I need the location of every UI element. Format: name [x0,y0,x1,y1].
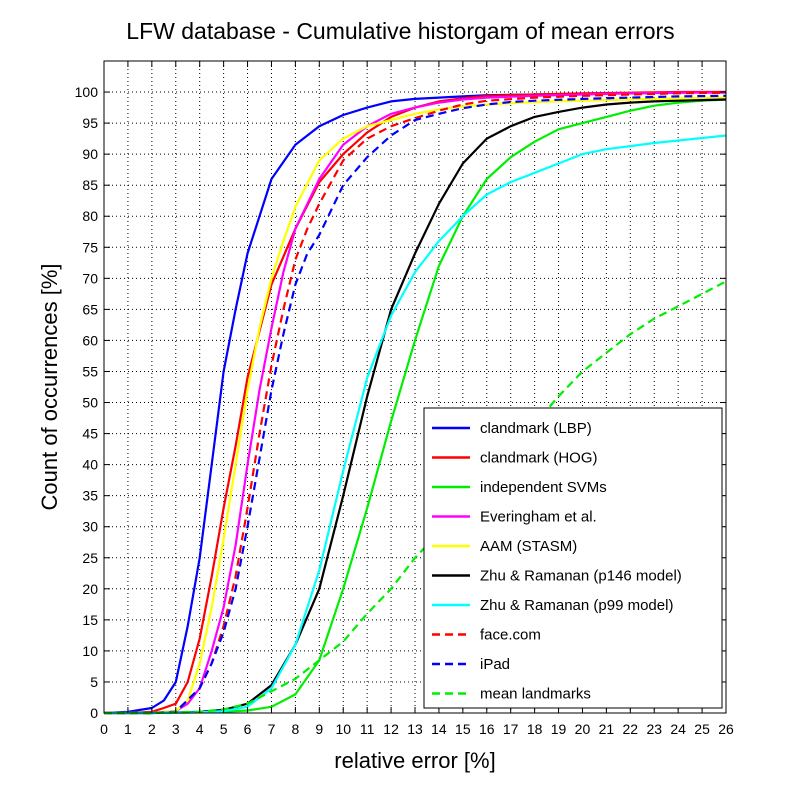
y-tick-label: 70 [82,270,98,286]
x-tick-label: 20 [575,721,591,737]
y-tick-label: 65 [82,301,98,317]
y-tick-label: 35 [82,488,98,504]
grid-layer [104,61,726,713]
legend-label-1: clandmark (HOG) [480,450,598,467]
x-tick-label: 0 [100,721,108,737]
legend-label-2: independent SVMs [480,479,607,496]
tick-layer: 0 1 2 3 4 5 6 7 8 9 10 11 12 13 14 15 16 17 18 19 20 21 22 23 24… [75,61,734,737]
legend-box [423,407,723,709]
x-tick-label: 23 [646,721,662,737]
y-tick-label: 55 [82,363,98,379]
series-line-8 [104,94,727,715]
x-tick-label: 17 [503,721,519,737]
y-tick-label: 10 [82,643,98,659]
x-axis-label: relative error [%] [334,748,495,773]
x-tick-label: 7 [268,721,276,737]
x-tick-label: 8 [291,721,299,737]
legend-label-5: Zhu & Ramanan (p146 model) [480,568,682,585]
y-tick-label: 50 [82,395,98,411]
legend-label-3: Everingham et al. [480,509,597,526]
y-tick-label: 85 [82,177,98,193]
y-tick-label: 25 [82,550,98,566]
y-tick-label: 40 [82,457,98,473]
legend-label-4: AAM (STASM) [480,538,577,555]
x-tick-label: 16 [479,721,495,737]
series-line-7 [104,91,727,715]
legend-label-6: Zhu & Ramanan (p99 model) [480,597,673,614]
x-tick-label: 9 [315,721,323,737]
x-tick-label: 14 [431,721,447,737]
x-tick-label: 4 [196,721,204,737]
y-tick-label: 5 [90,674,98,690]
x-tick-label: 24 [670,721,686,737]
x-tick-label: 15 [455,721,471,737]
y-tick-label: 95 [82,115,98,131]
y-tick-label: 20 [82,581,98,597]
x-tick-label: 5 [220,721,228,737]
x-tick-label: 21 [599,721,615,737]
y-tick-label: 0 [90,705,98,721]
series-line-4 [104,96,727,715]
x-tick-label: 26 [718,721,734,737]
x-tick-label: 12 [383,721,399,737]
x-tick-label: 25 [694,721,710,737]
y-tick-label: 30 [82,519,98,535]
y-tick-label: 75 [82,239,98,255]
legend-label-7: face.com [480,627,541,644]
x-tick-label: 11 [360,721,375,737]
y-tick-label: 60 [82,332,98,348]
legend-label-0: clandmark (LBP) [480,420,592,437]
y-tick-label: 45 [82,426,98,442]
x-tick-label: 18 [527,721,543,737]
series-line-6 [104,134,727,715]
y-tick-label: 80 [82,208,98,224]
x-tick-label: 3 [172,721,180,737]
y-tick-label: 100 [75,84,99,100]
x-tick-label: 1 [124,721,132,737]
legend-entries: clandmark (LBP) clandmark (HOG) independen… [432,420,682,703]
y-tick-label: 90 [82,146,98,162]
x-tick-label: 2 [148,721,156,737]
x-tick-label: 10 [335,721,351,737]
x-tick-label: 6 [244,721,252,737]
legend-label-9: mean landmarks [480,686,591,703]
chart-title: LFW database - Cumulative historgam of m… [126,18,675,44]
y-axis-label: Count of occurrences [%] [37,263,62,510]
x-tick-label: 22 [623,721,639,737]
x-tick-label: 19 [551,721,567,737]
y-tick-label: 15 [82,612,98,628]
legend: clandmark (LBP) clandmark (HOG) independen… [423,407,723,709]
legend-label-8: iPad [480,656,510,673]
x-tick-label: 13 [407,721,423,737]
